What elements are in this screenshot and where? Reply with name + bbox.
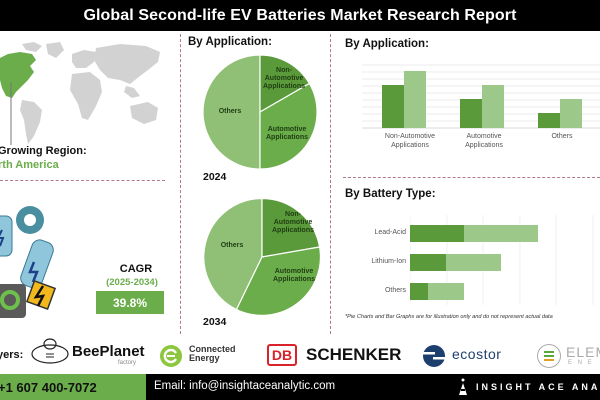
bar-battery-label-others: Others <box>384 287 406 294</box>
footer-email-bar: Email: info@insightaceanalytic.com INSIG… <box>146 374 600 400</box>
connected-energy-logo-icon <box>160 345 182 367</box>
footer-email[interactable]: Email: info@insightaceanalytic.com <box>154 380 336 392</box>
element-energy-logo: ELEM <box>566 344 600 360</box>
footer-phone-bar: +1 607 400-7072 <box>0 374 146 400</box>
bar-battery-label-lithium-ion: Lithium-Ion <box>371 258 406 265</box>
db-logo: DB <box>267 344 297 366</box>
world-map <box>0 42 160 145</box>
element-energy-sub: E N E <box>568 360 594 366</box>
ecostor-logo-icon <box>421 345 447 367</box>
pie-2024-label-others: Others <box>218 108 242 115</box>
cagr-range: (2025-2034) <box>106 277 158 288</box>
beeplanet-logo-icon <box>31 338 69 364</box>
bar-chart-battery-type <box>410 215 594 305</box>
divider-right <box>343 177 600 178</box>
beeplanet-sub: factory <box>118 360 137 366</box>
bar-battery-label-lead-acid: Lead-Acid <box>374 229 406 236</box>
cagr-title: CAGR <box>119 263 153 275</box>
pie-chart-2034 <box>203 197 321 316</box>
growing-region-value: rth America <box>0 159 59 171</box>
insight-ace-logo-icon <box>459 378 467 395</box>
bar-application-title: By Application: <box>345 38 429 50</box>
title-bar: Global Second-life EV Batteries Market R… <box>0 0 600 31</box>
pie-2034-label-others: Others <box>220 242 244 249</box>
key-players-label: yers: <box>0 349 24 361</box>
pie-2024-label-non-auto: Non- Automotive Applications <box>262 67 305 91</box>
battery-illustration-icon <box>0 206 57 318</box>
pie-2034-year: 2034 <box>203 316 227 328</box>
growing-region-label: Growing Region: <box>0 145 87 157</box>
energy-text: Energy <box>189 353 220 364</box>
bar-battery-title: By Battery Type: <box>345 188 436 200</box>
bar-app-label-auto: Automotive Applications <box>465 133 503 149</box>
pie-2034-label-non-auto: Non- Automotive Applications <box>271 211 314 235</box>
disclaimer-text: *Pie Charts and Bar Graphs are for illus… <box>345 314 553 320</box>
bar-app-label-others: Others <box>551 133 573 140</box>
footer-brand: INSIGHT ACE ANA <box>476 382 600 392</box>
cagr-value-badge: 39.8% <box>96 291 164 314</box>
bar-chart-application <box>362 64 600 129</box>
ecostor-logo: ecostor <box>452 346 502 362</box>
footer-phone[interactable]: +1 607 400-7072 <box>0 379 97 395</box>
divider-map <box>0 180 165 181</box>
page-title: Global Second-life EV Batteries Market R… <box>83 6 517 24</box>
divider-middle <box>330 34 331 334</box>
pie-section-title: By Application: <box>188 36 272 48</box>
pie-2034-label-auto: Automotive Applications <box>272 268 315 284</box>
pie-2024-year: 2024 <box>203 171 227 183</box>
connected-text: Connected <box>189 344 236 354</box>
pie-chart-2024 <box>202 54 318 170</box>
db-text: DB <box>271 347 293 363</box>
divider-left <box>180 34 181 334</box>
element-energy-logo-icon <box>537 344 561 368</box>
connected-energy-logo: Connected Energy <box>189 344 236 364</box>
bar-app-label-non-auto: Non-Automotive Applications <box>384 133 436 149</box>
pie-2024-label-auto: Automotive Applications <box>265 126 308 142</box>
north-america-region <box>0 52 36 98</box>
schenker-logo: SCHENKER <box>306 345 402 364</box>
cagr-value: 39.8% <box>112 295 148 310</box>
beeplanet-logo: BeePlanet <box>72 343 145 360</box>
